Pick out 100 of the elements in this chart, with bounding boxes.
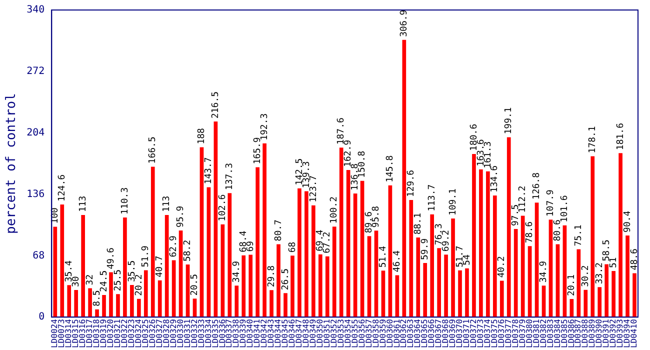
y-tick-label: 272 [26,66,45,78]
bar [228,193,232,318]
data-label: 34.9 [539,260,550,283]
x-tick-label: LD0361 [392,318,402,348]
data-label: 134.6 [490,165,500,193]
bar [514,229,518,318]
x-tick-label: LD0375 [490,318,499,348]
data-label: 95.9 [176,206,186,228]
x-tick-label: LD0325 [140,318,150,348]
data-label: 40.7 [155,256,166,278]
bar [256,167,260,318]
x-tick-label: LD0390 [594,318,604,348]
bar [290,256,294,318]
data-label: 20.1 [567,274,578,296]
bar [458,270,462,318]
data-label: 24.5 [99,270,110,292]
x-tick-label: LD0383 [546,318,555,348]
bar [116,294,120,318]
x-tick-label: LD0373 [476,318,486,348]
x-tick-label: LD0362 [399,318,408,348]
x-tick-label: LD0343 [266,318,276,348]
bar [584,290,588,318]
bar [534,202,539,318]
x-tick-label: LD0365 [420,318,430,348]
x-tick-label: LD0369 [448,318,458,348]
x-tick-label: LD0339 [238,318,248,348]
bar [416,238,420,318]
data-label: 129.6 [406,170,416,198]
x-tick-label: LD0387 [574,318,583,348]
bar [304,191,308,318]
data-label: 29.8 [266,266,277,288]
x-tick-label: LD0392 [608,318,618,348]
bar [200,147,204,318]
data-label: 69 [246,240,256,252]
bar [60,204,64,318]
bar [388,185,392,318]
x-tick-label: LD0352 [329,318,338,348]
data-label: 199.1 [504,107,514,134]
x-tick-label: LD0370 [455,318,464,348]
x-tick-label: LD0359 [378,318,388,348]
data-label: 101.6 [560,195,570,222]
x-tick-label: LD0323 [127,318,136,348]
x-tick-label: LD0381 [532,318,541,348]
data-label: 166.5 [148,136,158,164]
data-label: 102.6 [218,194,228,222]
bar [465,268,469,318]
bar [604,264,609,318]
data-label: 69.2 [441,230,452,252]
bar [318,254,322,318]
x-tick-label: LD0368 [441,318,450,348]
bar [248,254,253,318]
x-tick-label: LD0335 [210,318,220,348]
data-label: 113 [78,196,88,212]
x-tick-label: LD0342 [260,318,269,348]
bar [325,256,330,318]
x-tick-label: LD0317 [85,318,94,348]
bar [472,154,476,318]
data-label: 188 [197,128,208,144]
bar [88,288,92,318]
bar [430,214,434,318]
x-tick-label: LD0328 [162,318,171,348]
x-tick-label: LD0379 [518,318,527,348]
x-tick-label: LD0372 [469,318,478,348]
data-label: 48.6 [630,248,640,270]
data-label: 59.9 [420,238,430,260]
data-label: 216.5 [211,91,222,119]
bar [500,280,504,318]
bar [102,294,106,318]
data-label: 80.7 [274,220,284,242]
x-tick-label: LD0322 [120,318,130,348]
bar [178,230,183,318]
x-tick-label: LD0382 [538,318,548,348]
x-tick-label: LD0338 [232,318,241,348]
data-label: 68 [288,242,298,253]
data-label: 62.9 [169,236,180,258]
x-tick-label: LD0350 [315,318,324,348]
x-tick-label: LD0073 [57,318,66,348]
x-tick-label: LD0378 [510,318,520,348]
bar [284,293,288,318]
bar [81,215,85,318]
data-label: 32 [85,274,96,286]
x-tick-label: LD0384 [552,318,562,348]
data-label: 113.7 [427,184,438,212]
bar [632,273,636,318]
data-label: 192.3 [260,113,270,140]
data-label: 78.6 [525,221,536,244]
bar [74,290,78,318]
data-label: 181.6 [616,122,626,150]
x-tick-label: LD0380 [524,318,534,348]
bar [402,40,406,318]
bar [242,255,246,318]
data-label: 75.1 [574,224,584,246]
data-label: 107.9 [546,190,556,217]
x-tick-label: LD0394 [622,318,632,348]
x-tick-label: LD0358 [371,318,380,348]
bar [548,220,553,318]
bar [150,166,155,318]
data-label: 26.5 [280,268,291,290]
bar [360,180,364,318]
bar [339,148,344,318]
